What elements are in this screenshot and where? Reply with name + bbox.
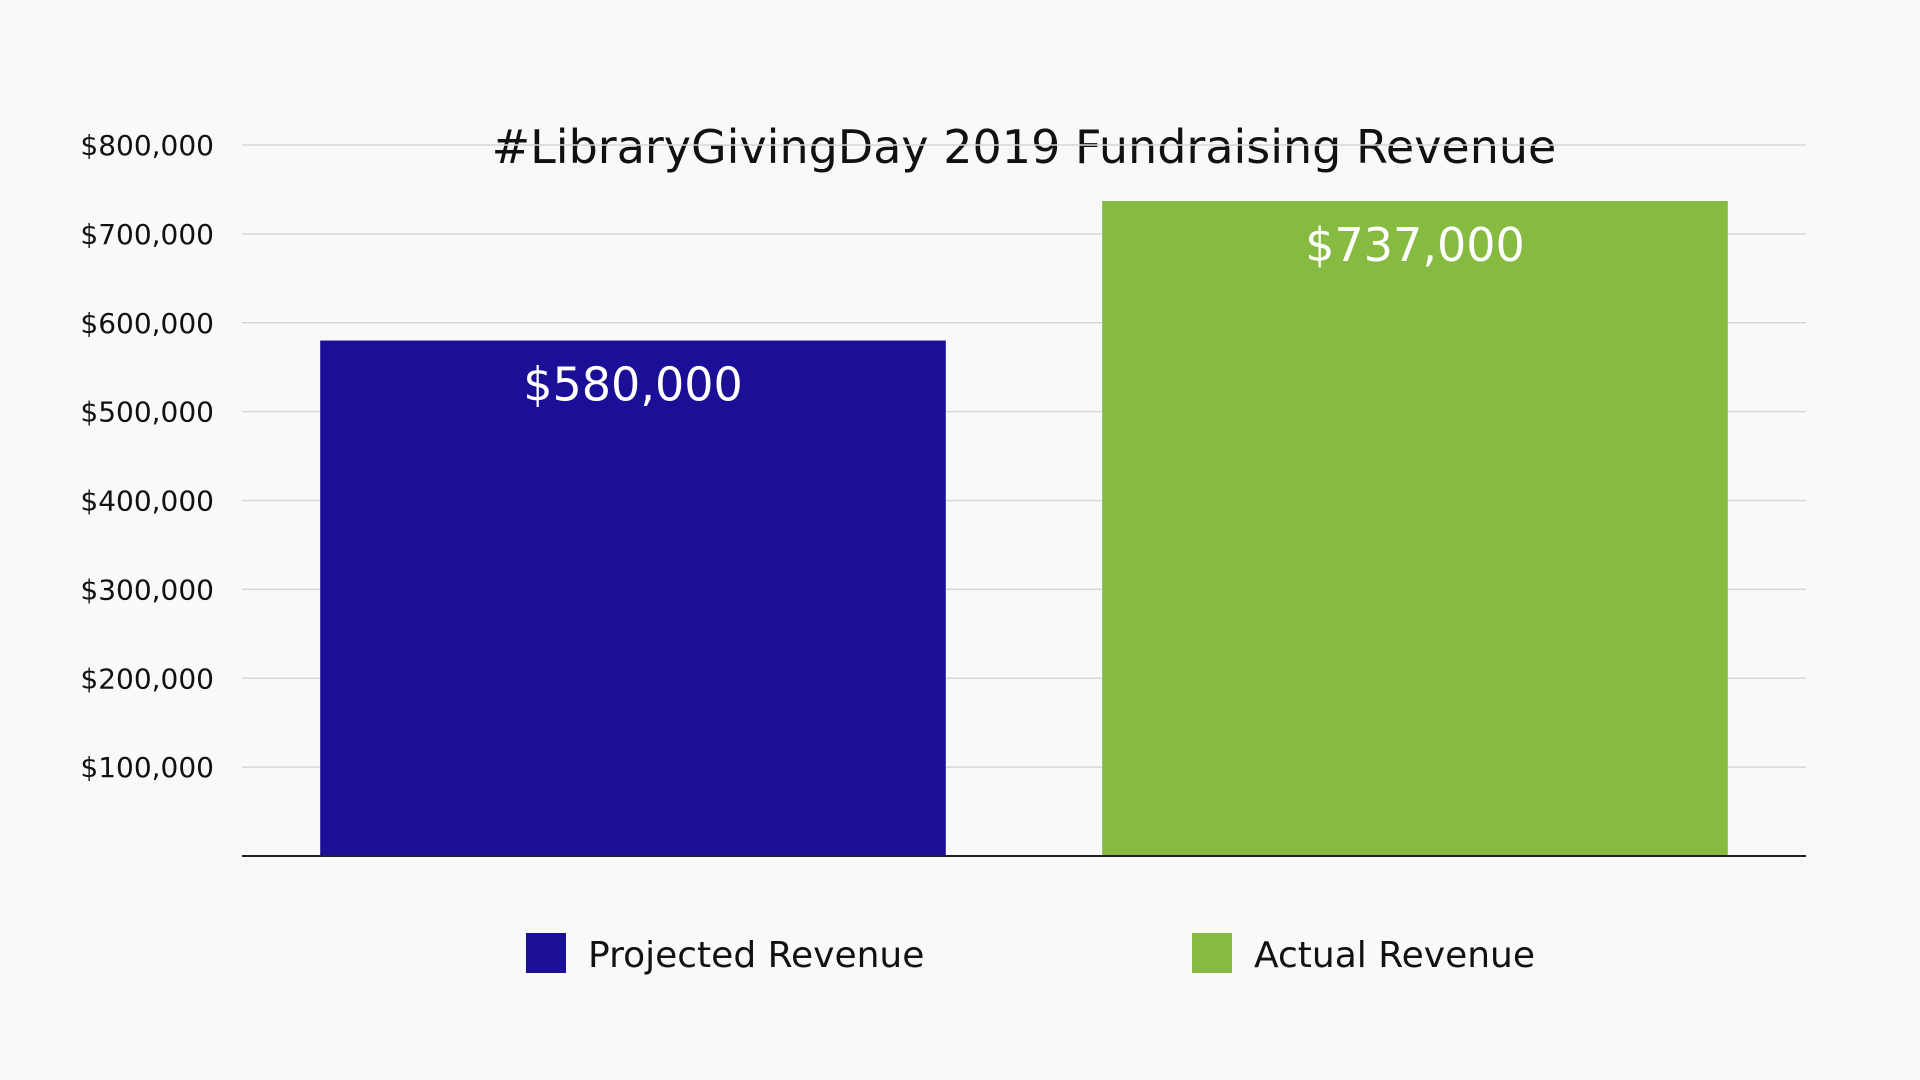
- bar-value-label: $580,000: [523, 358, 743, 412]
- legend-label: Projected Revenue: [588, 935, 924, 976]
- y-tick-label: $200,000: [80, 662, 214, 695]
- y-tick-label: $300,000: [80, 573, 214, 606]
- legend-swatch: [526, 933, 566, 973]
- chart-title: #LibraryGivingDay 2019 Fundraising Reven…: [492, 120, 1557, 174]
- y-tick-label: $700,000: [80, 218, 214, 251]
- y-tick-label: $100,000: [80, 751, 214, 784]
- y-tick-label: $600,000: [80, 307, 214, 340]
- legend-swatch: [1192, 933, 1232, 973]
- bar-projected-revenue: [320, 340, 946, 856]
- y-axis: $100,000 $200,000 $300,000 $400,000 $500,000…: [80, 129, 214, 784]
- bar-actual-revenue: [1102, 200, 1728, 856]
- y-tick-label: $800,000: [80, 129, 214, 162]
- bars: $580,000 $737,000: [320, 200, 1728, 856]
- bar-value-label: $737,000: [1305, 218, 1525, 272]
- legend: Projected Revenue Actual Revenue: [526, 933, 1535, 976]
- legend-label: Actual Revenue: [1254, 935, 1535, 976]
- y-tick-label: $500,000: [80, 396, 214, 429]
- y-tick-label: $400,000: [80, 485, 214, 518]
